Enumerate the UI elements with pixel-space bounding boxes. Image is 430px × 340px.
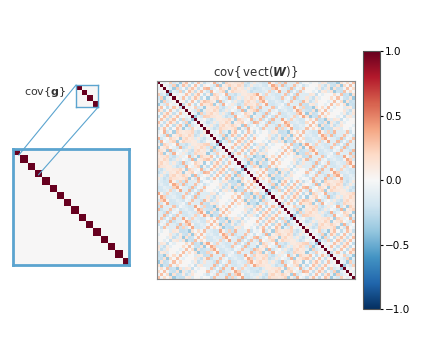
Text: $\mathrm{cov}\{\mathbf{g}\}$: $\mathrm{cov}\{\mathbf{g}\}$ — [24, 85, 66, 99]
Title: $\mathrm{cov}\{\,\mathrm{vect}(\boldsymbol{W})\}$: $\mathrm{cov}\{\,\mathrm{vect}(\boldsymb… — [213, 64, 298, 80]
